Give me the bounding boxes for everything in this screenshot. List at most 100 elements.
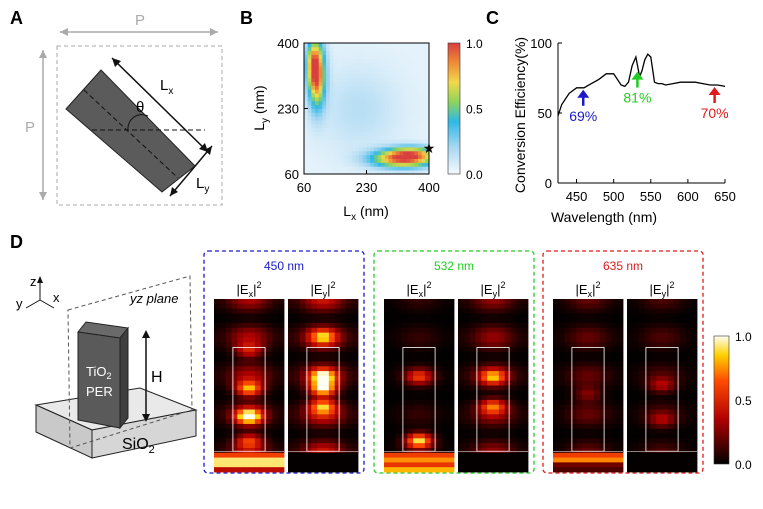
field-map-cell <box>570 313 577 319</box>
field-map-cell <box>225 371 232 377</box>
heatmap-b-cell <box>318 123 323 129</box>
field-map-cell <box>599 395 606 401</box>
field-map-cell <box>493 318 500 324</box>
efficiency-xtick-label: 450 <box>566 189 588 204</box>
field-map-cell <box>317 390 324 396</box>
field-map-cell <box>231 462 238 468</box>
field-map-cell <box>617 409 624 415</box>
field-map-cell <box>334 467 341 473</box>
field-map-cell <box>384 404 391 410</box>
field-map-cell <box>667 467 675 473</box>
heatmap-b-cell <box>304 120 309 125</box>
field-map-cell <box>656 347 663 353</box>
field-map-cell <box>605 467 612 473</box>
field-map-cell <box>231 447 238 454</box>
heatmap-b-cell <box>399 123 404 129</box>
heatmap-b-cell <box>370 139 375 144</box>
field-map-cell <box>305 366 312 372</box>
heatmap-b-cell <box>370 104 375 109</box>
field-map-cell <box>498 371 506 377</box>
field-map-cell <box>611 419 618 425</box>
heatmap-b-cell <box>359 100 364 106</box>
heatmap-b-cell <box>362 150 367 156</box>
field-map-cell <box>662 380 669 386</box>
period-label-left: P <box>25 119 35 136</box>
field-map-cell <box>346 347 353 353</box>
field-map-cell <box>469 380 476 386</box>
field-map-cell <box>419 299 426 305</box>
field-map-cell <box>582 327 589 334</box>
heatmap-b-cell <box>395 170 400 175</box>
field-map-cell <box>352 385 359 391</box>
field-map-cell <box>266 342 273 348</box>
field-map-cell <box>237 303 244 310</box>
field-map-cell <box>407 414 414 420</box>
field-map-cell <box>582 361 589 367</box>
field-map-cell <box>249 423 256 430</box>
field-map-cell <box>632 356 640 362</box>
field-map-cell <box>231 371 238 377</box>
field-map-cell <box>627 299 634 305</box>
field-map-cell <box>334 399 341 406</box>
field-map-cell <box>272 318 279 324</box>
heatmap-b-cell <box>366 54 371 59</box>
field-map-cell <box>553 462 560 468</box>
field-map-cell <box>419 342 426 348</box>
field-map-cell <box>673 433 680 439</box>
heatmap-b-cell <box>340 150 345 156</box>
field-map-cell <box>632 303 640 310</box>
field-map-cell <box>679 318 686 324</box>
heatmap-b-cell <box>392 96 397 102</box>
field-map-cell <box>311 299 318 305</box>
heatmap-b-cell <box>359 81 364 86</box>
field-map-cell <box>510 327 517 334</box>
heatmap-b-cell <box>315 127 320 133</box>
field-map-cell <box>436 433 443 439</box>
field-map-cell <box>570 428 577 434</box>
field-map-cell <box>231 409 238 415</box>
field-map-cell <box>469 462 476 468</box>
heatmap-b-cell <box>384 108 389 113</box>
field-map-cell <box>419 323 426 329</box>
field-map-cell <box>516 443 523 449</box>
field-map-cell <box>395 366 402 372</box>
field-map-cell <box>627 467 634 473</box>
field-map-cell <box>458 443 465 449</box>
field-map-cell <box>564 404 571 410</box>
field-map-cell <box>673 318 680 324</box>
heatmap-b-cell <box>326 158 331 163</box>
field-map-cell <box>498 404 506 410</box>
heatmap-b-cell <box>373 116 378 121</box>
heatmap-b-cell <box>406 46 412 52</box>
heatmap-b-cell <box>340 50 345 55</box>
field-map-cell <box>691 313 698 319</box>
field-map-cell <box>266 438 273 444</box>
field-map-cell <box>436 385 443 391</box>
heatmap-b-cell <box>381 46 386 52</box>
field-map-cell <box>516 337 523 343</box>
field-map-cell <box>352 399 359 406</box>
panel-b-letter: B <box>240 8 253 28</box>
heatmap-b-cell <box>392 158 397 163</box>
field-map-cell <box>662 308 669 314</box>
field-map-cell <box>231 351 238 358</box>
field-map-cell <box>407 347 414 353</box>
field-map-cell <box>442 409 449 415</box>
field-map-cell <box>243 361 250 367</box>
field-map-cell <box>254 332 262 338</box>
field-map-cell <box>679 371 686 377</box>
heatmap-b-cell <box>421 66 426 71</box>
field-map-cell <box>266 414 273 420</box>
field-map-cell <box>424 467 432 473</box>
field-map-cell <box>278 318 285 324</box>
field-map-cell <box>463 438 471 444</box>
heatmap-b-cell <box>315 150 320 156</box>
heatmap-b-cell <box>403 147 408 152</box>
field-map-cell <box>346 395 353 401</box>
heatmap-b-cell <box>403 139 408 144</box>
heatmap-b-cell <box>410 131 415 136</box>
heatmap-b-cell <box>329 112 334 117</box>
field-map-cell <box>617 327 624 334</box>
field-map-cell <box>679 337 686 343</box>
field-map-cell <box>299 395 306 401</box>
